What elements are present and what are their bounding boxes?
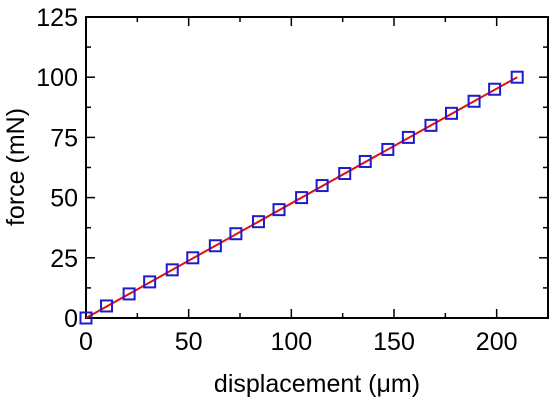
x-tick-label: 150: [373, 328, 415, 356]
data-point: [315, 179, 329, 193]
data-point: [467, 94, 481, 108]
data-point: [444, 106, 458, 120]
y-tick-label: 125: [36, 4, 78, 32]
y-tick-label: 25: [50, 245, 78, 273]
data-point: [208, 239, 222, 253]
data-point: [122, 287, 136, 301]
x-tick-label: 200: [476, 328, 518, 356]
data-point: [358, 154, 372, 168]
data-point: [488, 82, 502, 96]
data-points: [79, 70, 524, 325]
data-point: [251, 215, 265, 229]
data-point: [424, 118, 438, 132]
data-point: [381, 142, 395, 156]
y-tick-label: 0: [64, 305, 78, 333]
y-tick-label: 75: [50, 124, 78, 152]
data-point: [272, 203, 286, 217]
data-point: [510, 70, 524, 84]
y-axis-label: force (mN): [2, 108, 30, 226]
data-point: [401, 130, 415, 144]
data-point: [143, 275, 157, 289]
plot-frame: [85, 16, 549, 319]
data-point: [229, 227, 243, 241]
fit-line: [85, 76, 518, 319]
x-axis-ticks: 0 50 100 150 200: [79, 17, 549, 356]
x-tick-label: 100: [270, 328, 312, 356]
data-point: [100, 299, 114, 313]
data-point: [295, 191, 309, 205]
y-tick-label: 100: [36, 64, 78, 92]
x-tick-label: 0: [79, 328, 93, 356]
y-axis-ticks: 0 25 50 75 100 125: [36, 4, 548, 333]
data-point: [186, 251, 200, 265]
data-point: [338, 167, 352, 181]
x-tick-label: 50: [175, 328, 203, 356]
x-axis-label: displacement (μm): [214, 370, 420, 398]
fit-line-group: [85, 76, 518, 319]
y-tick-label: 50: [50, 185, 78, 213]
data-point: [79, 311, 93, 325]
data-point: [165, 263, 179, 277]
